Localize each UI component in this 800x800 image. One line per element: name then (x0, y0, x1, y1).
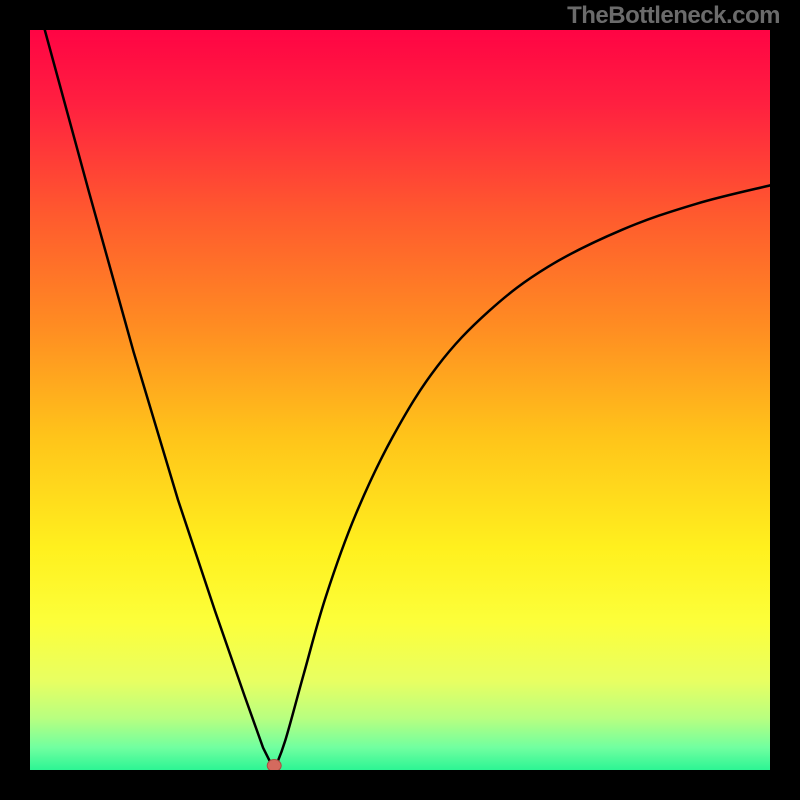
plot-area (30, 30, 770, 770)
chart-container: TheBottleneck.com (0, 0, 800, 800)
bottleneck-curve (45, 30, 770, 770)
minimum-marker (267, 760, 281, 770)
watermark-text: TheBottleneck.com (567, 2, 780, 30)
curve-layer (30, 30, 770, 770)
